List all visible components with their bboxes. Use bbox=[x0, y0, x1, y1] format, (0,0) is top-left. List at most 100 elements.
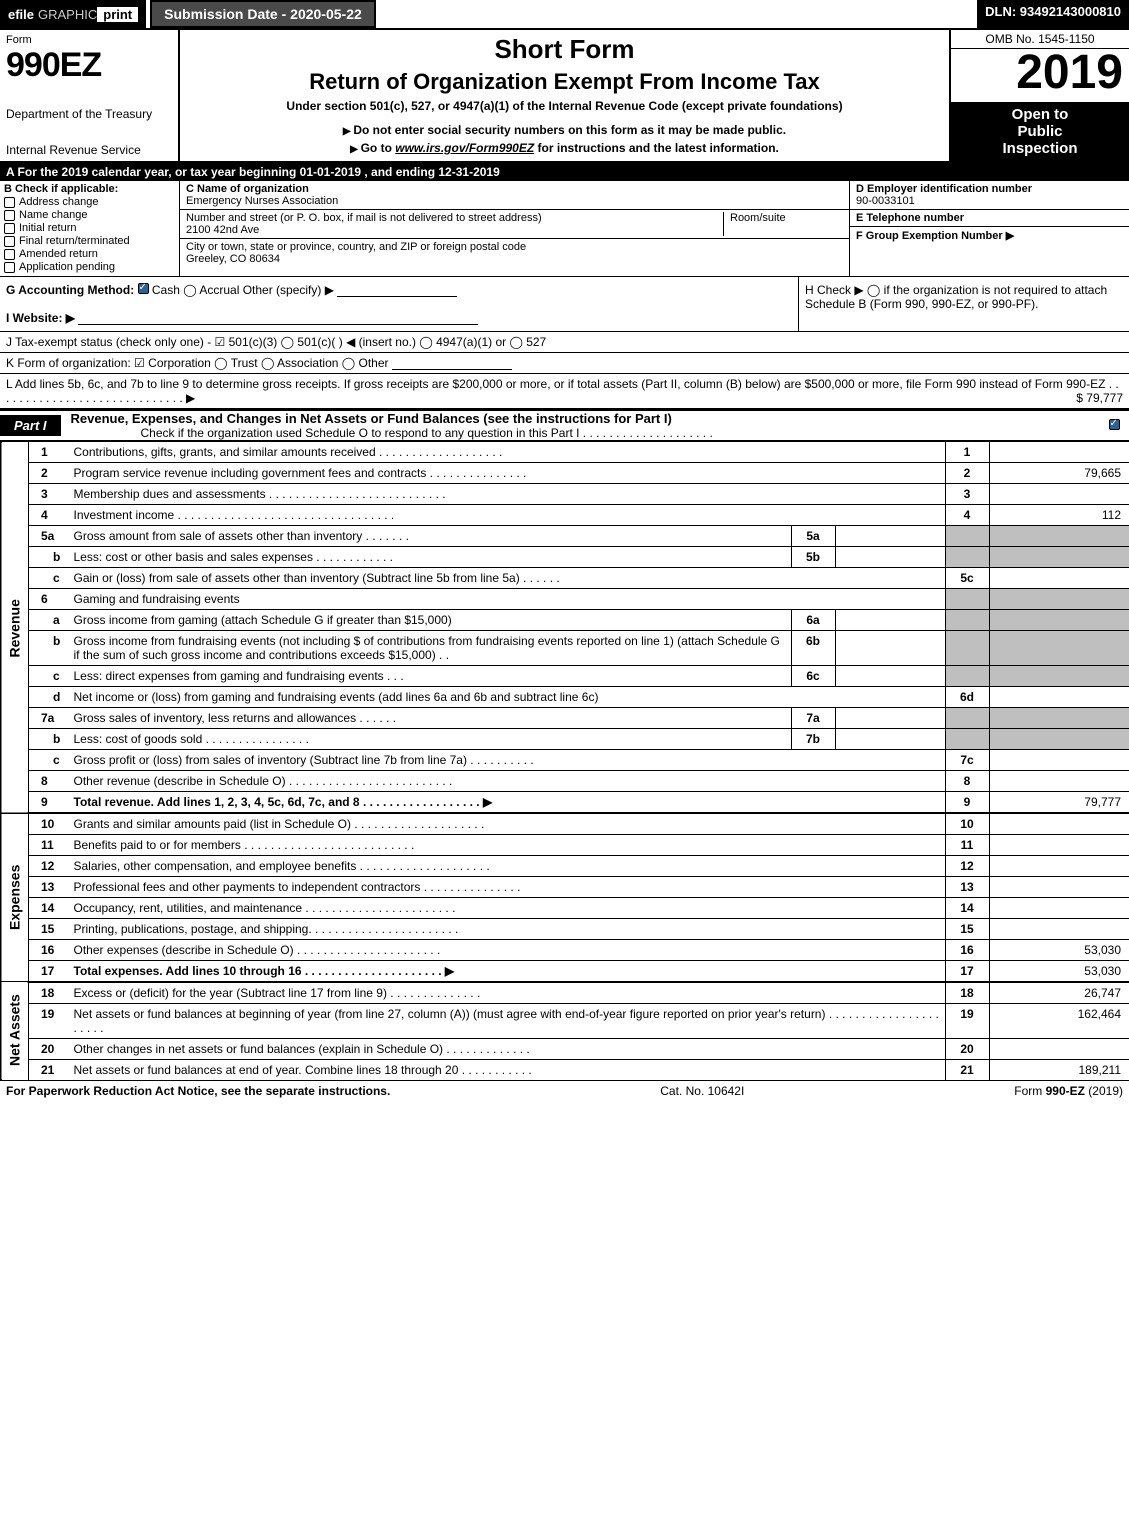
row-j-tax-exempt: J Tax-exempt status (check only one) - ☑… bbox=[0, 332, 1129, 353]
inline-val[interactable] bbox=[835, 610, 945, 631]
other-specify-field[interactable] bbox=[337, 283, 457, 297]
grey-cell bbox=[945, 708, 989, 729]
rn: 13 bbox=[945, 877, 989, 898]
grey-cell bbox=[989, 708, 1129, 729]
inline-num: 7b bbox=[791, 729, 835, 750]
rv: 53,030 bbox=[989, 940, 1129, 961]
ssn-notice: ▶ Do not enter social security numbers o… bbox=[190, 123, 939, 137]
rn: 5c bbox=[945, 568, 989, 589]
rn: 11 bbox=[945, 835, 989, 856]
chk-application-pending[interactable]: Application pending bbox=[4, 261, 175, 273]
ein-value: 90-0033101 bbox=[856, 195, 915, 207]
open1: Open to bbox=[955, 106, 1125, 123]
submission-date-button[interactable]: Submission Date - 2020-05-22 bbox=[150, 0, 376, 28]
rv bbox=[989, 856, 1129, 877]
ln: 1 bbox=[29, 442, 69, 463]
rn: 21 bbox=[945, 1060, 989, 1081]
inline-val[interactable] bbox=[835, 666, 945, 687]
line-4: 4 Investment income . . . . . . . . . . … bbox=[1, 505, 1129, 526]
grey-cell bbox=[989, 729, 1129, 750]
i-label: I Website: ▶ bbox=[6, 311, 75, 325]
dept-irs: Internal Revenue Service bbox=[6, 143, 172, 157]
website-field[interactable] bbox=[78, 311, 478, 325]
chk-name-change[interactable]: Name change bbox=[4, 209, 175, 221]
ln: 13 bbox=[29, 877, 69, 898]
line-7c: c Gross profit or (loss) from sales of i… bbox=[1, 750, 1129, 771]
rv bbox=[989, 750, 1129, 771]
lt: Other revenue (describe in Schedule O) .… bbox=[69, 771, 946, 792]
g-label: G Accounting Method: bbox=[6, 283, 134, 297]
inline-val[interactable] bbox=[835, 526, 945, 547]
ln: b bbox=[29, 729, 69, 750]
dept-treasury: Department of the Treasury bbox=[6, 107, 172, 121]
rn: 12 bbox=[945, 856, 989, 877]
chk-initial-return[interactable]: Initial return bbox=[4, 222, 175, 234]
efile-button[interactable]: efile GRAPHIC print bbox=[0, 0, 146, 28]
lt: Total revenue. Add lines 1, 2, 3, 4, 5c,… bbox=[69, 792, 946, 814]
telephone-cell: E Telephone number bbox=[850, 210, 1129, 227]
other-org-field[interactable] bbox=[392, 356, 512, 370]
rv bbox=[989, 1039, 1129, 1060]
tri-icon: ▶ bbox=[350, 144, 360, 155]
ln: 7a bbox=[29, 708, 69, 729]
lt: Benefits paid to or for members . . . . … bbox=[69, 835, 946, 856]
rv: 26,747 bbox=[989, 982, 1129, 1004]
row-l-gross-receipts: L Add lines 5b, 6c, and 7b to line 9 to … bbox=[0, 374, 1129, 409]
irs-link[interactable]: www.irs.gov/Form990EZ bbox=[395, 141, 534, 155]
rv bbox=[989, 835, 1129, 856]
tri-icon: ▶ bbox=[343, 126, 353, 137]
line-19: 19 Net assets or fund balances at beginn… bbox=[1, 1004, 1129, 1039]
ln: 8 bbox=[29, 771, 69, 792]
rv bbox=[989, 568, 1129, 589]
grey-cell bbox=[945, 526, 989, 547]
inline-val[interactable] bbox=[835, 708, 945, 729]
line-11: 11 Benefits paid to or for members . . .… bbox=[1, 835, 1129, 856]
line-5b: b Less: cost or other basis and sales ex… bbox=[1, 547, 1129, 568]
ln: 19 bbox=[29, 1004, 69, 1039]
checkbox-cash-icon[interactable] bbox=[138, 283, 149, 294]
net-assets-side-label: Net Assets bbox=[1, 982, 29, 1080]
chk-amended-return[interactable]: Amended return bbox=[4, 248, 175, 260]
line-12: 12 Salaries, other compensation, and emp… bbox=[1, 856, 1129, 877]
line-7b: b Less: cost of goods sold . . . . . . .… bbox=[1, 729, 1129, 750]
open3: Inspection bbox=[955, 140, 1125, 157]
lt: Grants and similar amounts paid (list in… bbox=[69, 813, 946, 835]
rv: 189,211 bbox=[989, 1060, 1129, 1081]
top-spacer bbox=[376, 0, 977, 28]
rv: 79,777 bbox=[989, 792, 1129, 814]
inline-val[interactable] bbox=[835, 631, 945, 666]
ln: 10 bbox=[29, 813, 69, 835]
room-label: Room/suite bbox=[723, 212, 843, 236]
rv: 79,665 bbox=[989, 463, 1129, 484]
rn: 17 bbox=[945, 961, 989, 983]
top-bar: efile GRAPHIC print Submission Date - 20… bbox=[0, 0, 1129, 30]
row-k-org-form: K Form of organization: ☑ Corporation ◯ … bbox=[0, 353, 1129, 374]
line-20: 20 Other changes in net assets or fund b… bbox=[1, 1039, 1129, 1060]
schedule-o-checkbox[interactable] bbox=[1099, 419, 1129, 433]
paperwork-notice: For Paperwork Reduction Act Notice, see … bbox=[6, 1084, 390, 1098]
ln: a bbox=[29, 610, 69, 631]
row-l-text: L Add lines 5b, 6c, and 7b to line 9 to … bbox=[6, 377, 1119, 405]
chk-final-return[interactable]: Final return/terminated bbox=[4, 235, 175, 247]
ln: 16 bbox=[29, 940, 69, 961]
revenue-side-label: Revenue bbox=[1, 442, 29, 814]
rn: 8 bbox=[945, 771, 989, 792]
form-number-block: Form 990EZ Department of the Treasury In… bbox=[0, 30, 180, 161]
ln: c bbox=[29, 568, 69, 589]
rv bbox=[989, 442, 1129, 463]
inline-val[interactable] bbox=[835, 729, 945, 750]
grey-cell bbox=[945, 610, 989, 631]
city-label: City or town, state or province, country… bbox=[186, 241, 526, 253]
inline-val[interactable] bbox=[835, 547, 945, 568]
inline-num: 6a bbox=[791, 610, 835, 631]
ln: 12 bbox=[29, 856, 69, 877]
print-button[interactable]: print bbox=[97, 7, 138, 22]
line-21: 21 Net assets or fund balances at end of… bbox=[1, 1060, 1129, 1081]
ln: b bbox=[29, 631, 69, 666]
form-word: Form bbox=[6, 34, 172, 46]
expenses-side-label: Expenses bbox=[1, 813, 29, 982]
chk-address-change[interactable]: Address change bbox=[4, 196, 175, 208]
c-label: C Name of organization bbox=[186, 183, 309, 195]
ln: 14 bbox=[29, 898, 69, 919]
rn: 10 bbox=[945, 813, 989, 835]
